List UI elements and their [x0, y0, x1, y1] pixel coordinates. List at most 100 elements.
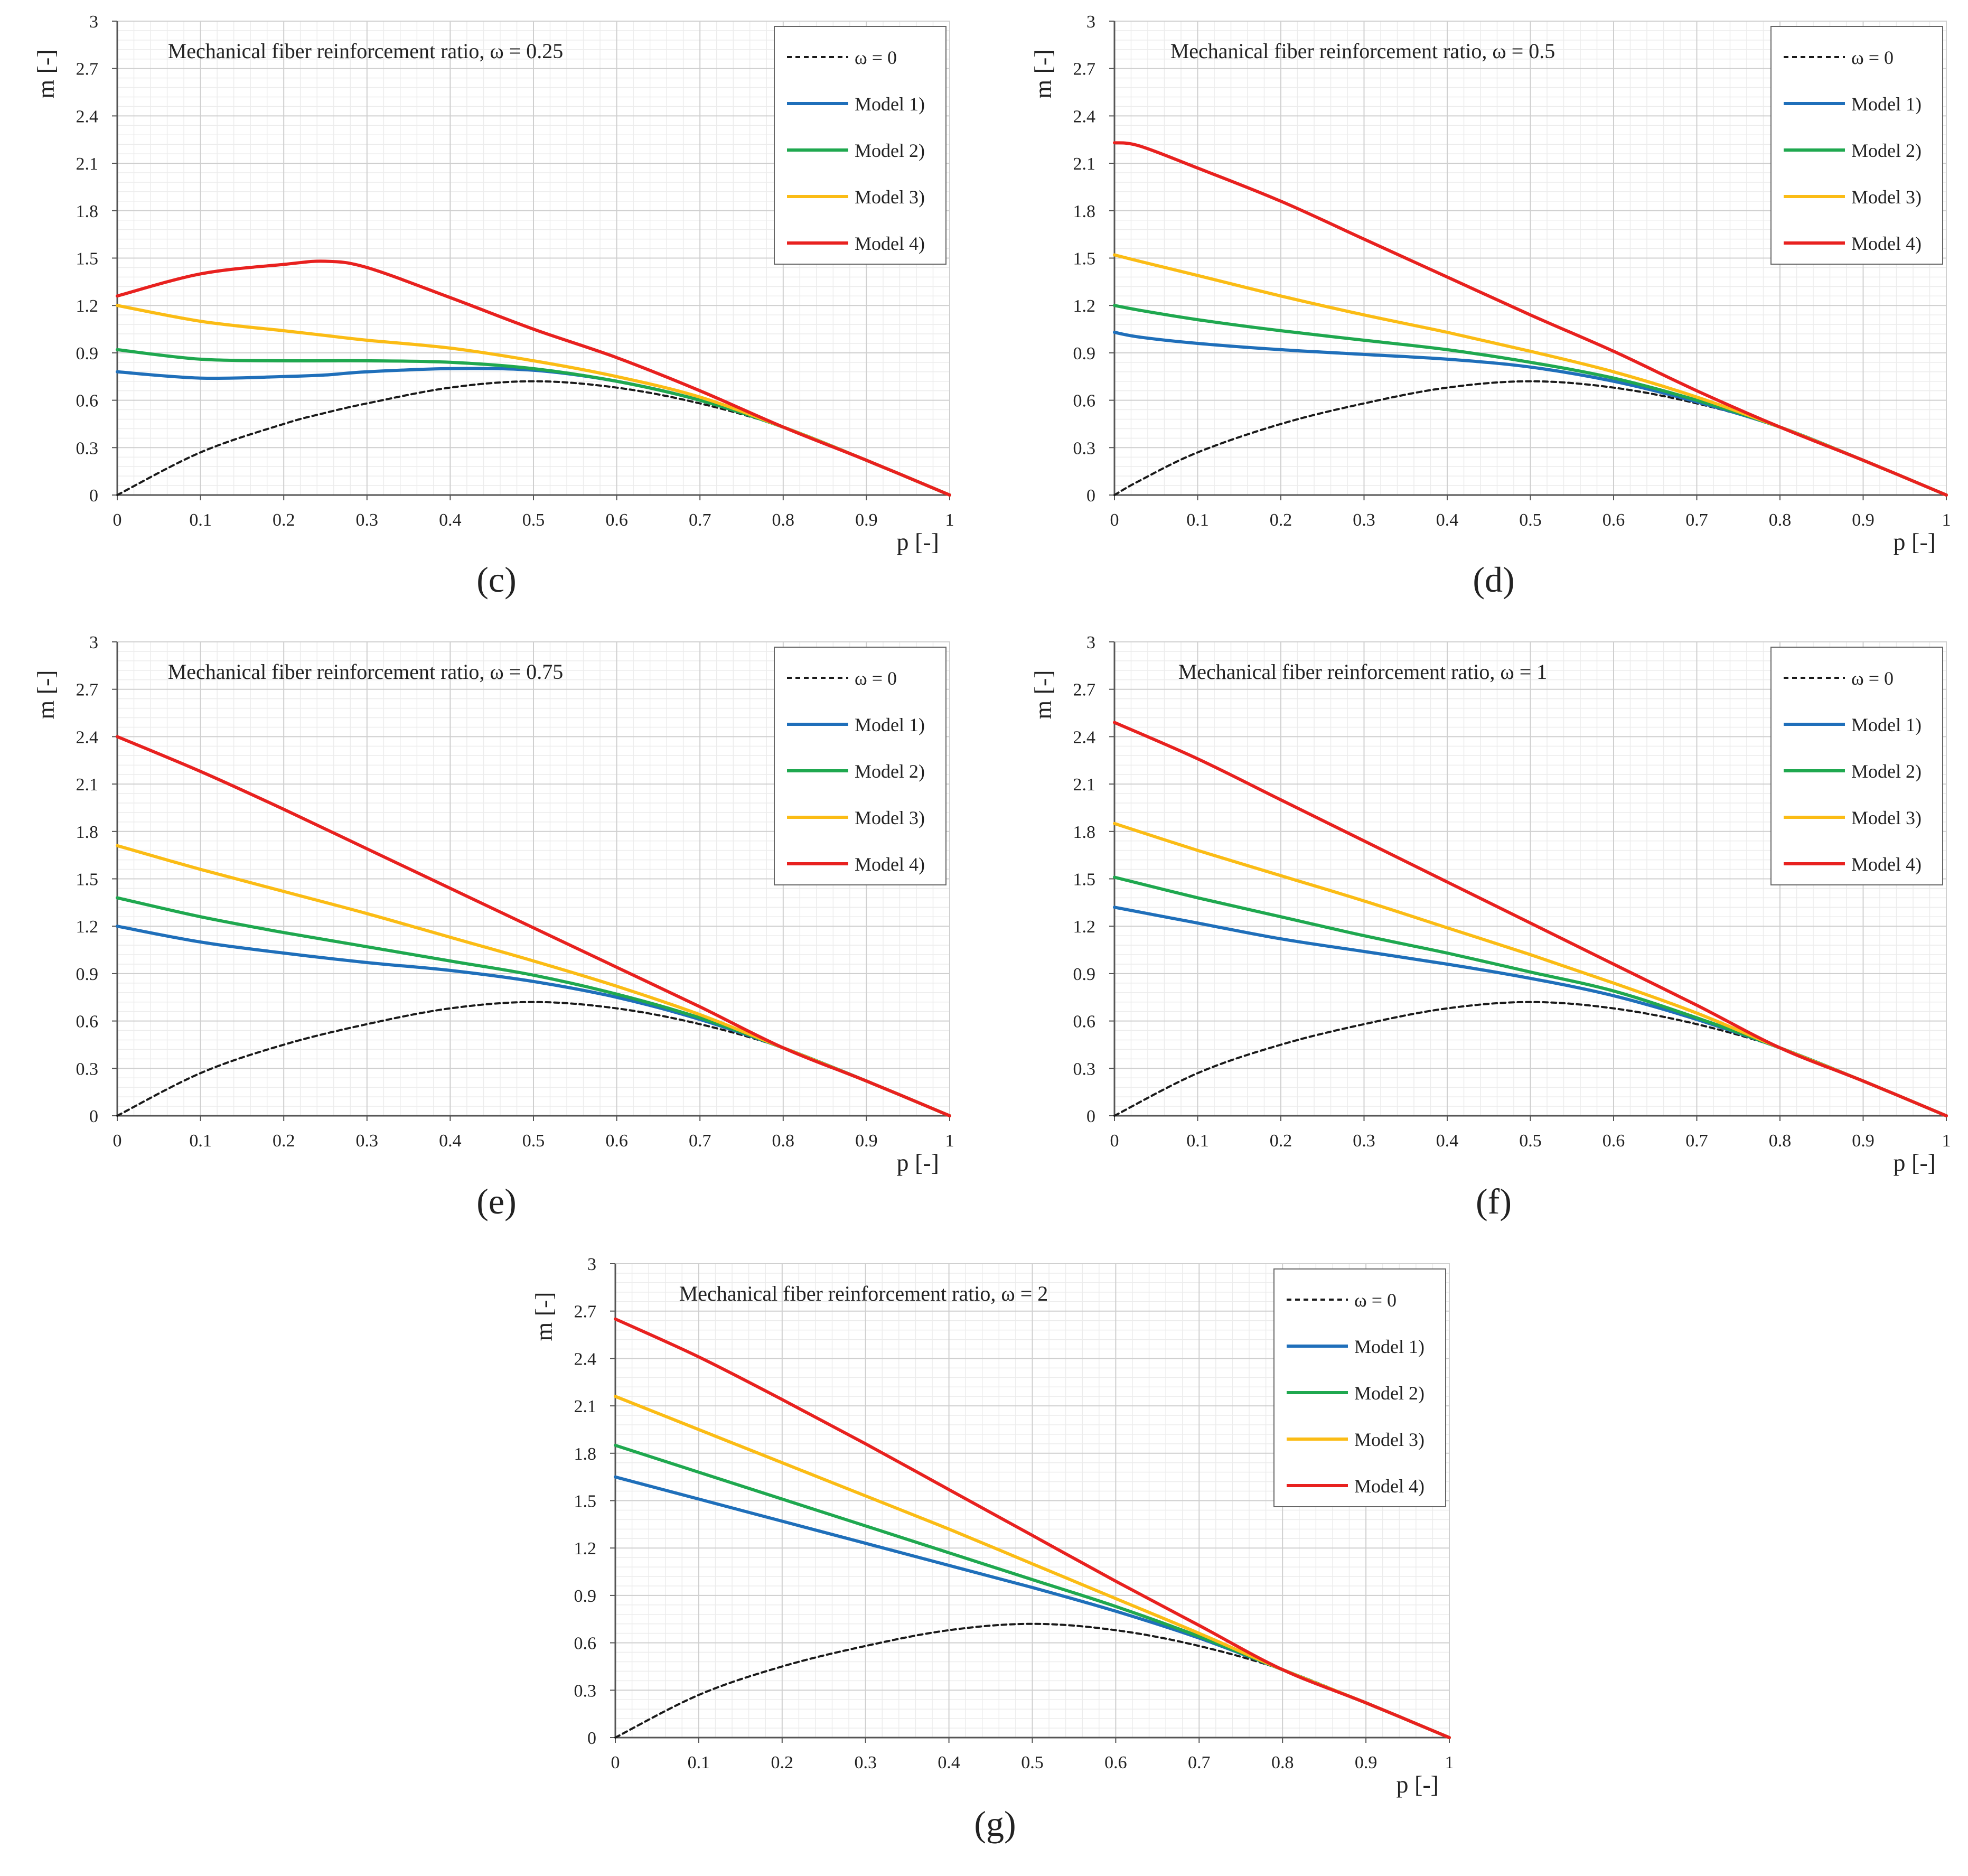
gridlines [615, 1264, 1449, 1738]
series-line-model-4 [116, 259, 951, 497]
y-tick-label: 2.4 [1073, 727, 1096, 747]
x-tick-label: 0.2 [273, 1131, 295, 1151]
x-axis-label: p [-] [1894, 528, 1936, 555]
legend-entry-label: ω = 0 [1851, 668, 1894, 689]
y-tick-label: 1.2 [574, 1539, 597, 1558]
y-tick-label: 3 [587, 1255, 596, 1274]
chart-title: Mechanical fiber reinforcement ratio, ω … [679, 1282, 1048, 1305]
legend-entry-label: Model 2) [855, 761, 925, 782]
x-tick-label: 0.1 [688, 1753, 710, 1772]
x-tick-label: 0.3 [1353, 510, 1375, 530]
legend-entry-label: ω = 0 [855, 668, 897, 689]
legend: ω = 0 Model 1) Model 2) Model 3) Model 4) [774, 26, 946, 265]
x-tick-label: 0.3 [854, 1753, 877, 1772]
y-tick-label: 1.8 [76, 202, 99, 221]
y-tick-label: 3 [1086, 12, 1095, 32]
series-group [1113, 141, 1948, 497]
y-axis-label: m [-] [32, 49, 59, 98]
y-tick-label: 2.4 [574, 1349, 597, 1369]
x-tick-label: 0.2 [273, 510, 295, 530]
x-tick-label: 0.2 [1270, 1131, 1292, 1151]
y-tick-label: 1.2 [1073, 917, 1096, 937]
x-tick-label: 0.8 [1769, 510, 1792, 530]
chart-panel-g: 0 0.1 0.2 0.3 0.4 0.5 0.6 0.7 0.8 0.9 1 0 0.3 0.6 0.9 1… [530, 1255, 1454, 1844]
legend-entry-label: Model 4) [855, 854, 925, 875]
x-axis-label: p [-] [897, 1149, 939, 1176]
y-tick-label: 2.1 [76, 775, 99, 795]
legend-entry-label: Model 4) [1851, 233, 1922, 254]
y-tick-label: 2.1 [1073, 775, 1096, 795]
y-tick-label: 0 [89, 486, 98, 506]
y-tick-label: 2.7 [1073, 60, 1096, 79]
y-tick-label: 0 [89, 1107, 98, 1126]
y-tick-label: 0.9 [1073, 965, 1096, 984]
y-tick-label: 1.8 [76, 823, 99, 842]
legend-entry-label: Model 1) [855, 714, 925, 735]
series-line-model-4 [614, 1317, 1451, 1739]
y-tick-label: 0.6 [76, 391, 99, 411]
x-tick-label: 0.6 [1602, 1131, 1625, 1151]
legend-entry-label: Model 1) [1851, 94, 1922, 115]
y-tick-label: 2.7 [76, 60, 99, 79]
x-tick-label: 0.8 [772, 510, 795, 530]
legend-entry-label: Model 4) [855, 233, 925, 254]
legend-entry-label: Model 2) [1851, 761, 1922, 782]
legend-entry-label: Model 2) [1354, 1383, 1425, 1404]
x-tick-label: 0 [113, 1131, 122, 1151]
x-tick-label: 0.3 [356, 510, 379, 530]
x-tick-label: 1 [945, 510, 954, 530]
legend-entry-label: Model 3) [855, 807, 925, 828]
x-tick-label: 0.4 [439, 510, 462, 530]
y-tick-label: 2.7 [76, 680, 99, 700]
y-tick-label: 1.2 [1073, 296, 1096, 316]
y-tick-label: 0.6 [76, 1012, 99, 1032]
x-tick-label: 0.9 [1355, 1753, 1377, 1772]
legend: ω = 0 Model 1) Model 2) Model 3) Model 4) [1770, 647, 1943, 885]
y-tick-label: 0.6 [1073, 1012, 1096, 1032]
y-tick-label: 0.3 [76, 438, 99, 458]
y-tick-label: 2.7 [574, 1302, 597, 1322]
y-tick-label: 2.1 [76, 154, 99, 174]
chart-panel-f: 0 0.1 0.2 0.3 0.4 0.5 0.6 0.7 0.8 0.9 1 0 0.3 0.6 0.9 1… [1029, 633, 1951, 1221]
y-tick-label: 0.9 [76, 965, 99, 984]
series-group [614, 1317, 1451, 1739]
legend-entry-label: Model 2) [855, 140, 925, 161]
series-line-omega-0 [1113, 380, 1947, 496]
y-tick-label: 0 [1086, 1107, 1095, 1126]
y-tick-label: 1.5 [76, 870, 99, 890]
y-tick-label: 1.2 [76, 296, 99, 316]
y-tick-label: 0.3 [1073, 438, 1096, 458]
series-line-model-4 [1113, 721, 1948, 1117]
y-tick-label: 0.3 [574, 1681, 597, 1701]
series-line-model-4 [116, 735, 951, 1117]
x-tick-label: 0.8 [1271, 1753, 1294, 1772]
legend-entry-label: Model 2) [1851, 140, 1922, 161]
x-tick-label: 0.7 [1685, 1131, 1708, 1151]
y-axis-label: m [-] [1029, 49, 1056, 98]
x-tick-label: 0.9 [1852, 510, 1875, 530]
y-tick-label: 2.4 [76, 107, 99, 126]
y-tick-label: 1.5 [574, 1492, 597, 1511]
legend-entry-label: Model 3) [1851, 186, 1922, 208]
x-tick-label: 0.5 [522, 510, 545, 530]
legend-entry-label: Model 4) [1354, 1476, 1425, 1497]
y-tick-label: 0.9 [76, 344, 99, 363]
chart-panel-e: 0 0.1 0.2 0.3 0.4 0.5 0.6 0.7 0.8 0.9 1 0 0.3 0.6 0.9 1… [32, 633, 954, 1221]
legend-entry-label: Model 4) [1851, 854, 1922, 875]
series-line-omega-0 [1113, 1001, 1947, 1117]
x-tick-label: 0 [1110, 510, 1119, 530]
x-tick-label: 0.2 [1270, 510, 1292, 530]
y-tick-label: 0.9 [1073, 344, 1096, 363]
legend-entry-label: ω = 0 [1354, 1290, 1397, 1311]
legend-entry-label: Model 3) [855, 186, 925, 208]
x-tick-label: 0.6 [605, 1131, 628, 1151]
legend-box [1770, 647, 1943, 885]
x-axis-label: p [-] [897, 528, 939, 555]
series-group [116, 735, 951, 1117]
x-tick-label: 0.7 [1685, 510, 1708, 530]
y-tick-label: 3 [89, 633, 98, 652]
x-tick-label: 0.3 [1353, 1131, 1375, 1151]
x-tick-label: 0.4 [1436, 1131, 1459, 1151]
y-tick-label: 1.5 [1073, 870, 1096, 890]
x-tick-label: 0.9 [1852, 1131, 1875, 1151]
